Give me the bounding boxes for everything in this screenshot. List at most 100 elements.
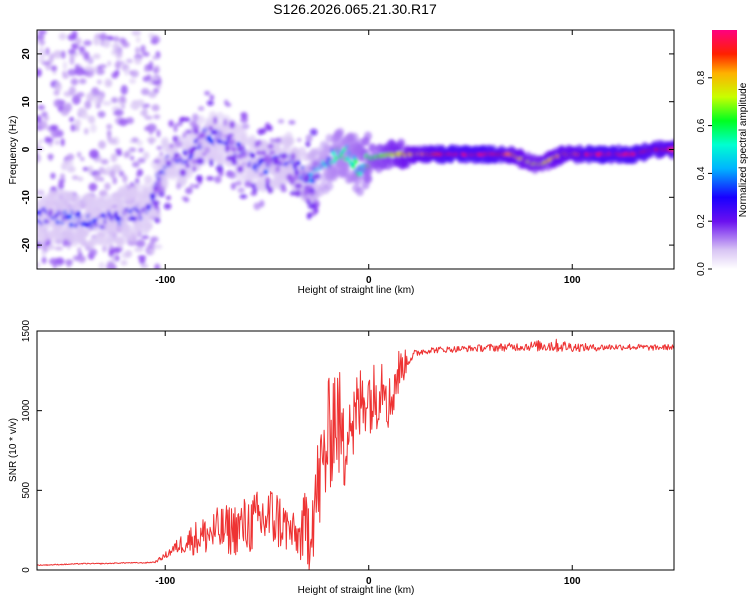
- heatmap-cell: [189, 149, 194, 156]
- heatmap-cell: [156, 180, 162, 187]
- heatmap-cell: [89, 123, 97, 133]
- heatmap-cell: [105, 165, 112, 173]
- heatmap-cell: [185, 163, 191, 169]
- heatmap-cell: [89, 248, 98, 257]
- heatmap-cell: [53, 50, 63, 59]
- x-tick-label: 100: [564, 576, 581, 587]
- heatmap-cell: [114, 61, 122, 69]
- heatmap-cell: [62, 71, 67, 77]
- y-tick-label: 20: [21, 48, 32, 60]
- heatmap-cell: [48, 153, 53, 162]
- heatmap-x-ticks: -100 0 100: [155, 30, 581, 286]
- heatmap-cell: [194, 128, 199, 135]
- x-tick-label: 0: [366, 576, 372, 587]
- heatmap-cell: [364, 174, 373, 184]
- heatmap-cell: [37, 30, 47, 35]
- heatmap-cell: [290, 152, 296, 161]
- heatmap-cell: [134, 228, 143, 238]
- heatmap-cell: [156, 145, 163, 150]
- heatmap-cell: [150, 207, 159, 217]
- heatmap-cell: [156, 84, 162, 89]
- heatmap-x-axis-label: Height of straight line (km): [298, 285, 415, 296]
- colorbar-tick-label: 0.6: [696, 118, 707, 132]
- heatmap-cell: [223, 118, 228, 127]
- heatmap-cell: [310, 174, 319, 180]
- heatmap-cell: [172, 135, 179, 143]
- heatmap-cell: [136, 100, 145, 107]
- heatmap-cell: [274, 165, 281, 174]
- heatmap-cell: [125, 58, 133, 64]
- heatmap-cell: [192, 113, 199, 122]
- heatmap-cell: [295, 189, 301, 198]
- heatmap-cell: [169, 143, 174, 149]
- heatmap-cell: [351, 163, 356, 169]
- heatmap-cell: [96, 79, 102, 85]
- heatmap-cell: [227, 138, 236, 145]
- heatmap-cell: [68, 86, 76, 96]
- heatmap-cell: [37, 105, 45, 110]
- heatmap-cell: [257, 128, 265, 136]
- colorbar-tick-label: 0.8: [696, 70, 707, 84]
- heatmap-cell: [119, 95, 126, 103]
- heatmap-cell: [265, 182, 270, 190]
- heatmap-cell: [336, 127, 345, 137]
- heatmap-cell: [264, 177, 271, 185]
- heatmap-cell: [61, 50, 66, 60]
- y-tick-label: -20: [21, 237, 32, 252]
- heatmap-cell: [191, 158, 197, 165]
- heatmap-cell: [89, 149, 99, 159]
- heatmap-cell: [153, 203, 159, 210]
- heatmap-cell: [108, 248, 115, 258]
- heatmap-cell: [77, 255, 86, 264]
- heatmap-cell: [121, 41, 130, 48]
- heatmap-cell: [143, 222, 152, 232]
- heatmap-cell: [225, 102, 232, 107]
- heatmap-cell: [193, 183, 200, 189]
- heatmap-cell: [118, 170, 125, 177]
- heatmap-cell: [78, 46, 86, 53]
- heatmap-cell: [209, 94, 215, 101]
- heatmap-cell: [142, 151, 150, 160]
- heatmap-cell: [67, 214, 73, 220]
- heatmap-cell: [236, 165, 244, 173]
- heatmap-cell: [140, 88, 150, 96]
- heatmap-cell: [265, 159, 272, 166]
- heatmap-cell: [332, 168, 341, 178]
- heatmap-cell: [78, 236, 87, 246]
- heatmap-cell: [59, 173, 66, 181]
- heatmap-cell: [76, 151, 82, 158]
- heatmap-cell: [98, 140, 106, 150]
- heatmap-cell: [45, 47, 50, 56]
- heatmap-cell: [173, 124, 178, 133]
- heatmap-cell: [129, 78, 137, 84]
- snr-x-axis-label: Height of straight line (km): [298, 585, 415, 596]
- heatmap-cell: [111, 72, 119, 79]
- heatmap-cell: [230, 154, 237, 163]
- heatmap-cell: [166, 195, 171, 201]
- heatmap-cell: [213, 116, 218, 125]
- heatmap-cell: [306, 184, 314, 190]
- heatmap-cell: [289, 190, 297, 196]
- heatmap-cell: [79, 78, 87, 85]
- heatmap-cell: [74, 63, 80, 72]
- colorbar-gradient: [712, 30, 737, 269]
- heatmap-cell: [195, 174, 203, 182]
- heatmap-cell: [110, 153, 118, 163]
- heatmap-cell: [368, 144, 377, 154]
- heatmap-cell: [62, 60, 68, 71]
- heatmap-cell: [69, 117, 75, 122]
- heatmap-cell: [148, 91, 157, 99]
- heatmap-cell: [355, 187, 364, 197]
- heatmap-cell: [67, 68, 78, 77]
- heatmap-cell: [185, 187, 193, 195]
- heatmap-cell: [192, 165, 197, 173]
- heatmap-cell: [141, 107, 148, 118]
- heatmap-cell: [111, 263, 117, 269]
- heatmap-cell: [37, 262, 41, 268]
- heatmap-cell: [102, 38, 111, 49]
- heatmap-cell: [165, 160, 172, 166]
- heatmap-cell: [124, 67, 129, 76]
- heatmap-cell: [57, 181, 65, 190]
- heatmap-cell: [107, 235, 116, 245]
